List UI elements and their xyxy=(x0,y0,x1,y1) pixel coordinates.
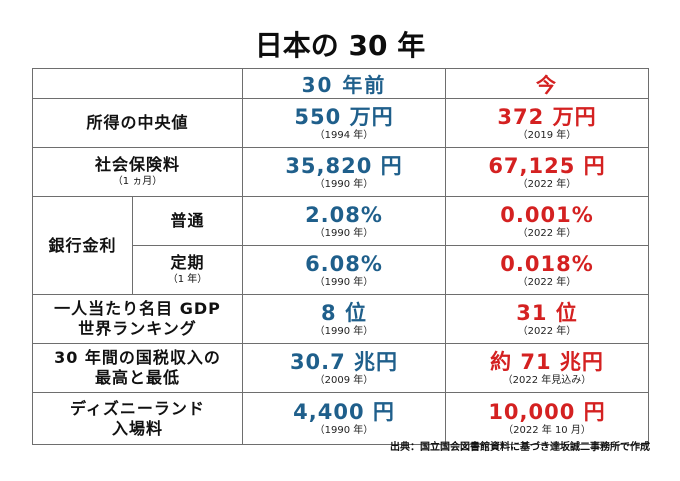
old-value-cell: 6.08% （1990 年） xyxy=(242,245,446,295)
old-value-cell: 2.08% （1990 年） xyxy=(242,196,446,246)
old-value-cell: 8 位 （1990 年） xyxy=(242,294,446,344)
now-value-cell: 372 万円 （2019 年） xyxy=(445,98,649,148)
table-row: 所得の中央値 550 万円 （1994 年） 372 万円 （2019 年） xyxy=(32,98,649,148)
now-value-cell: 0.018% （2022 年） xyxy=(445,245,649,295)
row-label-line1: 30 年間の国税収入の xyxy=(54,348,221,367)
row-label: 社会保険料 xyxy=(94,155,180,174)
table-row: 社会保険料 （1 ヵ月） 35,820 円 （1990 年） 67,125 円 … xyxy=(32,147,649,197)
old-value-cell: 35,820 円 （1990 年） xyxy=(242,147,446,197)
page-title: 日本の 30 年 xyxy=(254,29,426,62)
row-label-cell: 一人当たり名目 GDP 世界ランキング xyxy=(32,294,243,344)
row-label-line2: 入場料 xyxy=(111,418,163,438)
row-label-cell: 30 年間の国税収入の 最高と最低 xyxy=(32,343,243,393)
row-label-note: （1 ヵ月） xyxy=(112,176,163,187)
group-label-cell: 銀行金利 xyxy=(32,196,133,295)
sub-label-cell: 普通 xyxy=(132,196,243,246)
old-year: （1990 年） xyxy=(314,325,374,337)
table-row: 定期 （1 年） 6.08% （1990 年） 0.018% （2022 年） xyxy=(33,245,649,295)
now-value-cell: 10,000 円 （2022 年 10 月） xyxy=(445,392,649,445)
group-label: 銀行金利 xyxy=(48,235,117,255)
old-year: （2009 年） xyxy=(314,374,374,386)
row-label: 所得の中央値 xyxy=(86,113,189,132)
column-header-now: 今 xyxy=(445,68,649,99)
now-year: （2022 年見込み） xyxy=(502,374,592,386)
now-value-cell: 0.001% （2022 年） xyxy=(445,196,649,246)
now-value: 67,125 円 xyxy=(488,153,606,178)
now-value-cell: 67,125 円 （2022 年） xyxy=(445,147,649,197)
table-row: ディズニーランド 入場料 4,400 円 （1990 年） 10,000 円 （… xyxy=(32,392,649,445)
sub-label: 普通 xyxy=(170,211,205,230)
now-value-cell: 約 71 兆円 （2022 年見込み） xyxy=(445,343,649,393)
old-value: 6.08% xyxy=(305,251,383,276)
now-value: 372 万円 xyxy=(497,104,597,129)
source-note: 出典：国立国会図書館資料に基づき達坂誠二事務所で作成 xyxy=(390,442,650,453)
old-value-cell: 30.7 兆円 （2009 年） xyxy=(242,343,446,393)
old-year: （1990 年） xyxy=(314,178,374,190)
row-label-cell: ディズニーランド 入場料 xyxy=(32,392,243,445)
sub-label: 定期 xyxy=(170,253,205,272)
old-year: （1990 年） xyxy=(314,227,374,239)
column-header-30-years-ago: 30 年前 xyxy=(242,68,446,99)
header-empty-cell xyxy=(32,68,243,99)
now-year: （2022 年） xyxy=(517,178,577,190)
now-value-cell: 31 位 （2022 年） xyxy=(445,294,649,344)
now-value: 0.018% xyxy=(500,251,594,276)
table-row: 銀行金利 普通 2.08% （1990 年） 0.001% （2022 年） xyxy=(32,196,649,295)
row-label-cell: 社会保険料 （1 ヵ月） xyxy=(32,147,243,197)
now-value: 10,000 円 xyxy=(488,400,606,424)
now-value: 31 位 xyxy=(516,300,578,325)
now-year: （2022 年） xyxy=(517,227,577,239)
row-label-cell: 所得の中央値 xyxy=(32,98,243,148)
old-value: 550 万円 xyxy=(294,104,394,129)
table-row: 30 年間の国税収入の 最高と最低 30.7 兆円 （2009 年） 約 71 … xyxy=(32,343,649,393)
sub-label-note: （1 年） xyxy=(167,274,208,285)
old-value: 4,400 円 xyxy=(293,400,395,424)
row-label-line1: ディズニーランド xyxy=(70,398,205,418)
table-header-row: 30 年前 今 xyxy=(32,68,649,99)
comparison-table: 30 年前 今 所得の中央値 550 万円 （1994 年） 372 万円 （2… xyxy=(32,68,649,445)
row-label-line1: 一人当たり名目 GDP xyxy=(54,299,221,318)
old-value: 30.7 兆円 xyxy=(289,349,399,374)
old-value: 35,820 円 xyxy=(285,153,403,178)
now-year: （2022 年） xyxy=(517,325,577,337)
now-year: （2019 年） xyxy=(517,129,577,141)
row-label-line2: 世界ランキング xyxy=(78,319,197,338)
now-year: （2022 年） xyxy=(517,276,577,288)
old-value-cell: 4,400 円 （1990 年） xyxy=(242,392,446,445)
table-row: 一人当たり名目 GDP 世界ランキング 8 位 （1990 年） 31 位 （2… xyxy=(32,294,649,344)
old-value: 2.08% xyxy=(305,202,383,227)
now-value: 約 71 兆円 xyxy=(490,349,604,374)
now-value: 0.001% xyxy=(500,202,594,227)
old-year: （1990 年） xyxy=(314,425,374,436)
now-year: （2022 年 10 月） xyxy=(503,425,591,436)
old-year: （1990 年） xyxy=(314,276,374,288)
sub-label-cell: 定期 （1 年） xyxy=(132,245,243,295)
old-value-cell: 550 万円 （1994 年） xyxy=(242,98,446,148)
old-year: （1994 年） xyxy=(314,129,374,141)
old-value: 8 位 xyxy=(321,300,367,325)
row-label-line2: 最高と最低 xyxy=(94,368,180,387)
